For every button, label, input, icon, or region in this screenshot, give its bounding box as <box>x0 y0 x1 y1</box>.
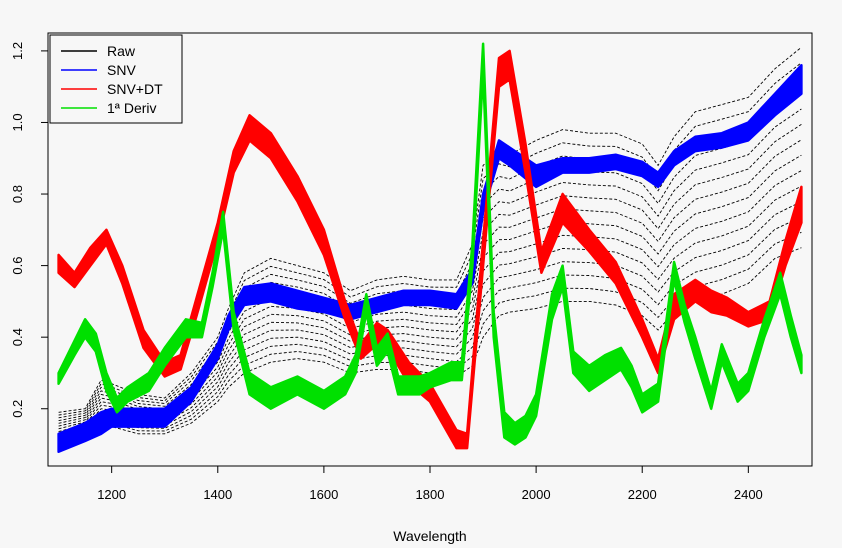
series-line-raw <box>58 201 802 441</box>
y-tick-label: 0.2 <box>10 400 25 418</box>
y-tick-label: 0.8 <box>10 185 25 203</box>
series-line-1-deriv <box>58 43 802 424</box>
legend-item-raw: Raw <box>61 43 136 59</box>
x-tick-label: 2400 <box>734 487 763 502</box>
legend-item-snv-dt: SNV+DT <box>61 81 163 97</box>
series-line-raw <box>58 46 802 413</box>
legend-item-snv: SNV <box>61 62 136 78</box>
y-axis: 0.2 0.4 0.6 0.8 1.0 1.2 <box>10 42 49 418</box>
legend-item-1-deriv: 1ª Deriv <box>61 100 157 116</box>
legend: Raw SNV SNV+DT 1ª Deriv <box>49 34 183 124</box>
series-snv <box>57 63 803 453</box>
x-axis-title: Wavelength <box>393 528 466 544</box>
legend-label: Raw <box>107 43 136 59</box>
series-line-snv <box>58 93 802 453</box>
series-line-1-deriv <box>58 72 802 446</box>
x-axis: 1200 1400 1600 1800 2000 2200 2400 <box>97 465 763 502</box>
x-tick-label: 2000 <box>522 487 551 502</box>
y-tick-label: 1.2 <box>10 42 25 60</box>
series-line-raw <box>58 139 802 430</box>
series-line-raw <box>58 62 802 416</box>
y-tick-label: 0.6 <box>10 257 25 275</box>
x-tick-label: 2200 <box>628 487 657 502</box>
series-1-deriv <box>57 42 803 446</box>
legend-label: 1ª Deriv <box>107 100 157 116</box>
series-line-raw <box>58 247 802 449</box>
series-layer <box>57 42 803 453</box>
series-line-raw <box>58 216 802 444</box>
y-tick-label: 1.0 <box>10 113 25 131</box>
legend-label: SNV+DT <box>107 81 163 97</box>
legend-label: SNV <box>107 62 136 78</box>
x-tick-label: 1600 <box>309 487 338 502</box>
x-tick-label: 1200 <box>97 487 126 502</box>
series-line-raw <box>58 154 802 433</box>
x-tick-label: 1400 <box>203 487 232 502</box>
x-tick-label: 1800 <box>416 487 445 502</box>
y-tick-label: 0.4 <box>10 328 25 346</box>
